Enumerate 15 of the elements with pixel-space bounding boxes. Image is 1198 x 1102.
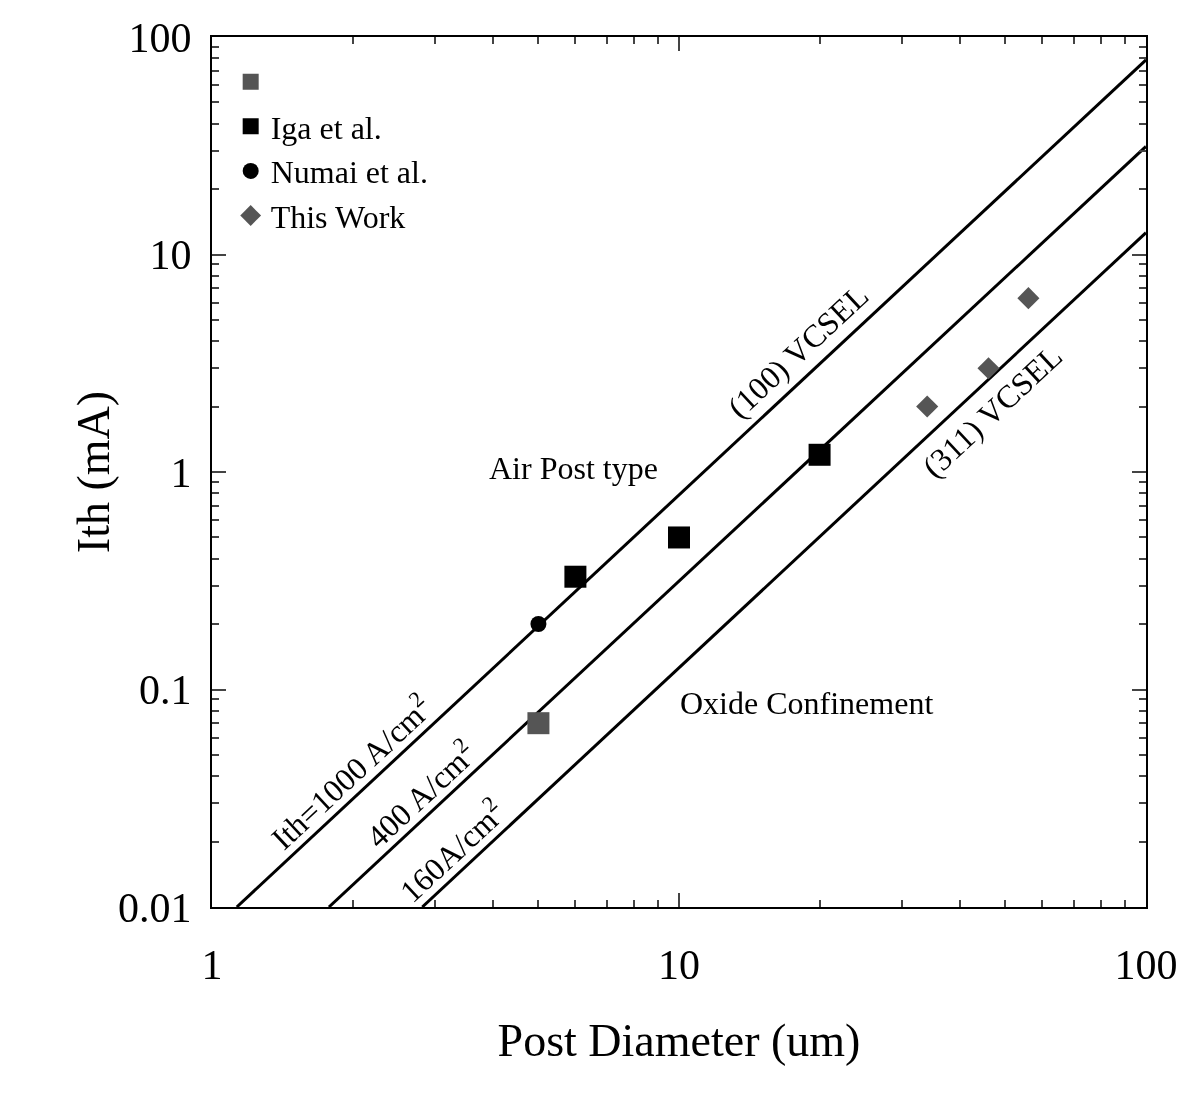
x-axis-title: Post Diameter (um) — [497, 1015, 861, 1066]
legend-label: Numai et al. — [270, 154, 428, 191]
y-axis-title: Ith (mA) — [68, 390, 119, 554]
y-tick-label: 100 — [128, 14, 192, 61]
y-tick-label: 0.01 — [118, 884, 192, 931]
x-tick-label: 1 — [201, 942, 223, 989]
x-tick-label: 10 — [658, 942, 700, 989]
annotation: Oxide Confinement — [680, 685, 934, 721]
legend-label: This Work — [270, 198, 406, 235]
x-tick-label: 100 — [1114, 942, 1178, 989]
annotation: Air Post type — [489, 450, 658, 486]
y-tick-label: 0.1 — [139, 667, 192, 714]
legend-label: Iga et al. — [270, 109, 382, 146]
y-tick-label: 1 — [170, 449, 192, 496]
y-tick-label: 10 — [149, 232, 192, 279]
